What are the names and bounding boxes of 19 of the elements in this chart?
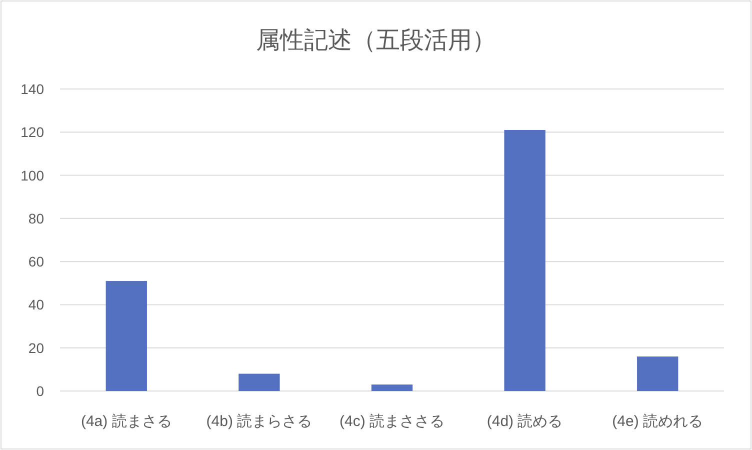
y-tick-label: 20 [28, 340, 44, 356]
y-tick-label: 140 [20, 81, 44, 97]
bar [504, 130, 546, 391]
y-tick-label: 60 [28, 254, 44, 270]
x-tick-label: (4c) 読まささる [340, 413, 444, 430]
y-tick-label: 40 [28, 296, 44, 313]
bar [371, 384, 413, 391]
y-tick-label: 120 [20, 124, 44, 140]
bar [238, 374, 280, 391]
chart-title: 属性記述（五段活用） [256, 27, 496, 54]
x-tick-label: (4b) 読まらさる [206, 413, 312, 430]
x-tick-label: (4d) 読める [486, 413, 563, 430]
x-tick-label: (4e) 読めれる [612, 413, 704, 430]
y-tick-label: 100 [20, 167, 44, 184]
bar [637, 356, 678, 391]
y-tick-label: 0 [36, 383, 44, 399]
bar [106, 280, 147, 391]
x-tick-label: (4a) 読まさる [80, 413, 172, 430]
y-tick-label: 80 [28, 210, 44, 226]
